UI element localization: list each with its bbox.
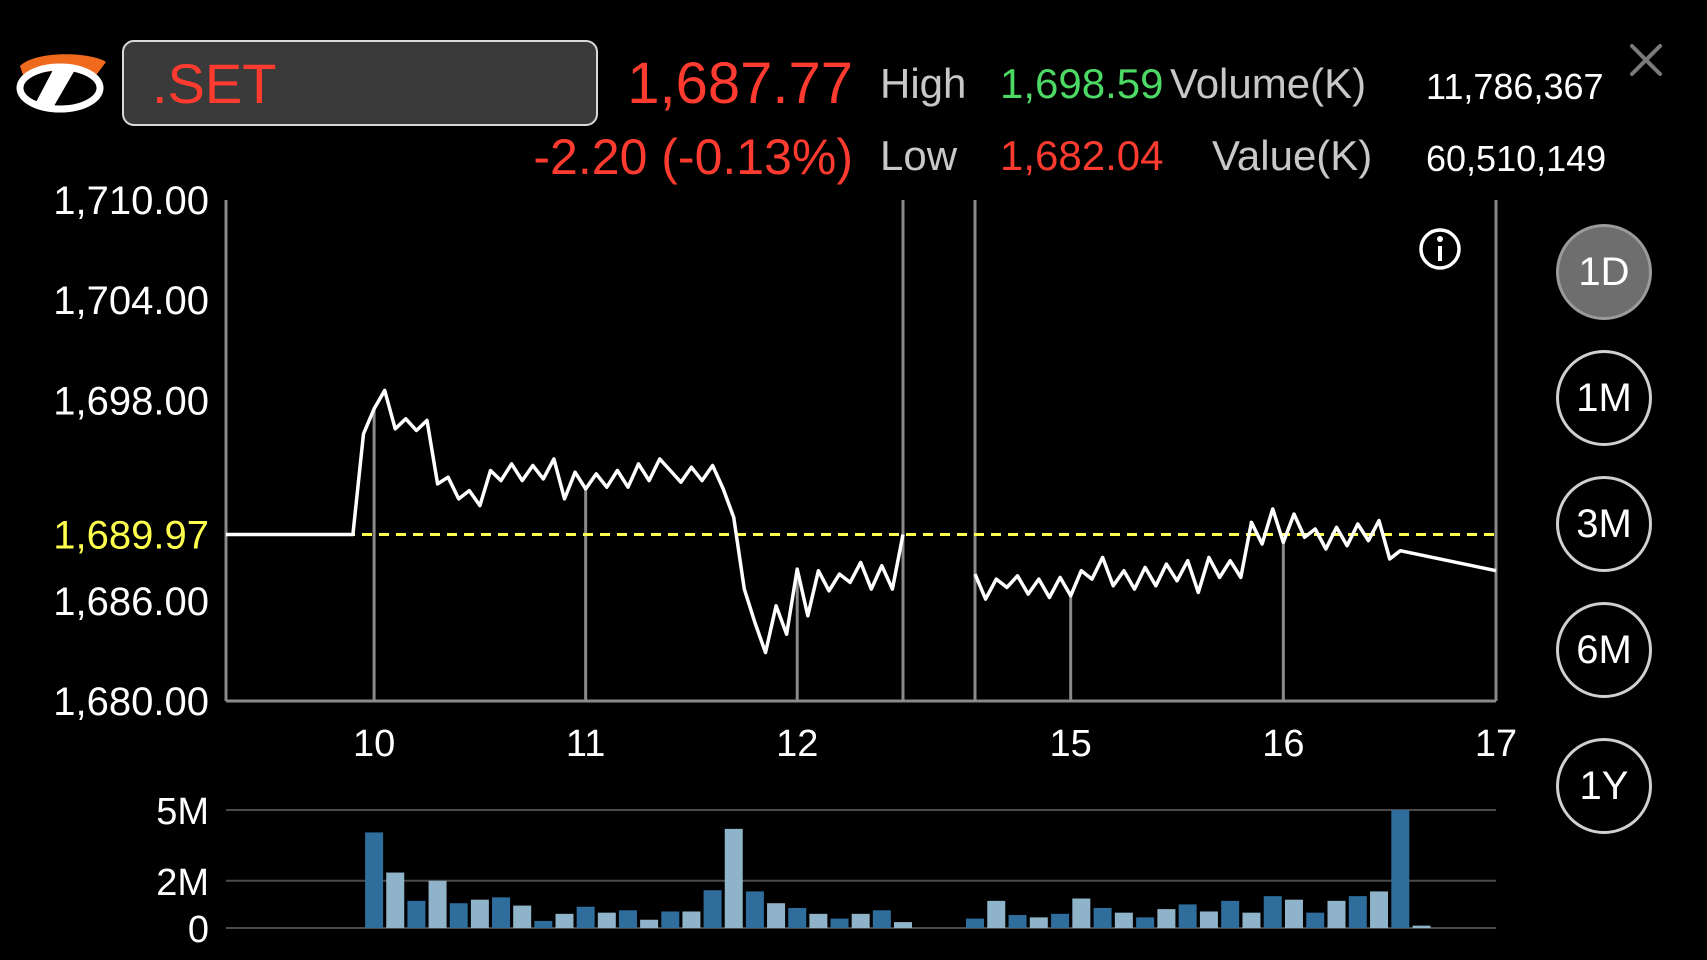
volume-bar: [365, 832, 384, 928]
volume-bar: [1051, 913, 1070, 928]
volume-bar: [1370, 891, 1389, 928]
volume-bar: [449, 903, 468, 928]
volume-bar: [851, 913, 870, 928]
range-label-1m: 1M: [1576, 375, 1632, 420]
volume-bar: [1008, 915, 1027, 928]
volume-tick-label: 5M: [156, 791, 209, 833]
high-label: High: [880, 60, 967, 107]
volume-bar: [1093, 907, 1112, 928]
volume-bar: [1072, 898, 1091, 928]
volume-bar: [407, 900, 426, 928]
volume-bar: [492, 897, 511, 928]
volume-bar: [386, 872, 405, 928]
last-price: 1,687.77: [627, 51, 853, 116]
volume-bar: [513, 905, 532, 928]
volume-bar: [1221, 900, 1240, 928]
range-label-3m: 3M: [1576, 501, 1632, 546]
brand-logo-icon: [16, 54, 106, 113]
volume-bar: [1327, 900, 1346, 928]
volume-bar: [1114, 912, 1133, 928]
value-label: Value(K): [1212, 132, 1373, 179]
y-tick-label: 1,680.00: [53, 680, 209, 724]
volume-bar: [1263, 896, 1282, 928]
price-line-session-2: [973, 507, 1497, 601]
volume-bar: [1178, 904, 1197, 928]
x-tick-label: 16: [1262, 723, 1304, 765]
price-change: -2.20 (-0.13%): [533, 129, 853, 185]
x-tick-label: 17: [1475, 723, 1517, 765]
low-value: 1,682.04: [1000, 132, 1164, 179]
volume-bar: [428, 880, 447, 928]
volume-bar: [597, 912, 616, 928]
x-tick-label: 10: [353, 723, 395, 765]
info-icon[interactable]: [1419, 228, 1461, 270]
volume-bar: [788, 907, 807, 928]
volume-bar: [724, 828, 743, 928]
volume-bar: [894, 922, 912, 928]
volume-bar: [809, 913, 828, 928]
volume-bar: [1199, 911, 1218, 928]
volume-bar: [767, 903, 786, 928]
volume-tick-label: 0: [188, 909, 209, 951]
volume-bar: [618, 910, 637, 928]
volume-bar: [1412, 925, 1431, 928]
volume-bar: [470, 899, 489, 928]
volume-bar: [682, 911, 701, 928]
x-tick-label: 12: [776, 723, 818, 765]
volume-bar: [1136, 917, 1155, 928]
volume-bar: [1242, 912, 1261, 928]
symbol-text: .SET: [152, 51, 277, 115]
volume-bar: [1284, 899, 1303, 928]
range-button-6m[interactable]: 6M: [1556, 602, 1652, 698]
volume-bar: [555, 913, 574, 928]
volume-value: 11,786,367: [1426, 66, 1604, 107]
volume-bar: [966, 918, 984, 928]
reference-label: 1,689.97: [53, 514, 209, 558]
x-tick-label: 15: [1050, 723, 1092, 765]
range-label-6m: 6M: [1576, 627, 1632, 672]
volume-bar: [1157, 909, 1176, 928]
y-tick-label: 1,698.00: [53, 379, 209, 423]
y-tick-label: 1,710.00: [53, 179, 209, 223]
y-tick-label: 1,686.00: [53, 580, 209, 624]
volume-bar: [661, 911, 680, 928]
value-value: 60,510,149: [1426, 138, 1607, 179]
volume-bar: [576, 906, 595, 928]
low-label: Low: [880, 132, 958, 179]
volume-bar: [987, 900, 1006, 928]
y-tick-label: 1,704.00: [53, 279, 209, 323]
volume-bar: [1391, 810, 1410, 928]
volume-bar: [703, 890, 722, 928]
x-tick-label: 11: [566, 723, 605, 765]
high-value: 1,698.59: [1000, 60, 1164, 107]
volume-bar: [872, 910, 891, 928]
range-button-1m[interactable]: 1M: [1556, 350, 1652, 446]
range-button-3m[interactable]: 3M: [1556, 476, 1652, 572]
volume-bar: [534, 920, 553, 928]
range-label-1d: 1D: [1578, 249, 1630, 294]
volume-bar: [1029, 917, 1048, 928]
range-button-1y[interactable]: 1Y: [1556, 738, 1652, 834]
volume-label: Volume(K): [1170, 60, 1367, 107]
volume-bar: [1348, 896, 1367, 928]
volume-tick-label: 2M: [156, 862, 209, 904]
volume-bar: [745, 891, 764, 928]
range-button-1d[interactable]: 1D: [1556, 224, 1652, 320]
price-line-session-1: [226, 388, 905, 655]
volume-bar: [640, 919, 659, 928]
range-label-1y: 1Y: [1579, 763, 1629, 808]
close-icon[interactable]: [1626, 40, 1666, 80]
symbol-input[interactable]: .SET: [122, 40, 598, 126]
volume-bar: [1306, 912, 1325, 928]
volume-bar: [830, 918, 849, 928]
